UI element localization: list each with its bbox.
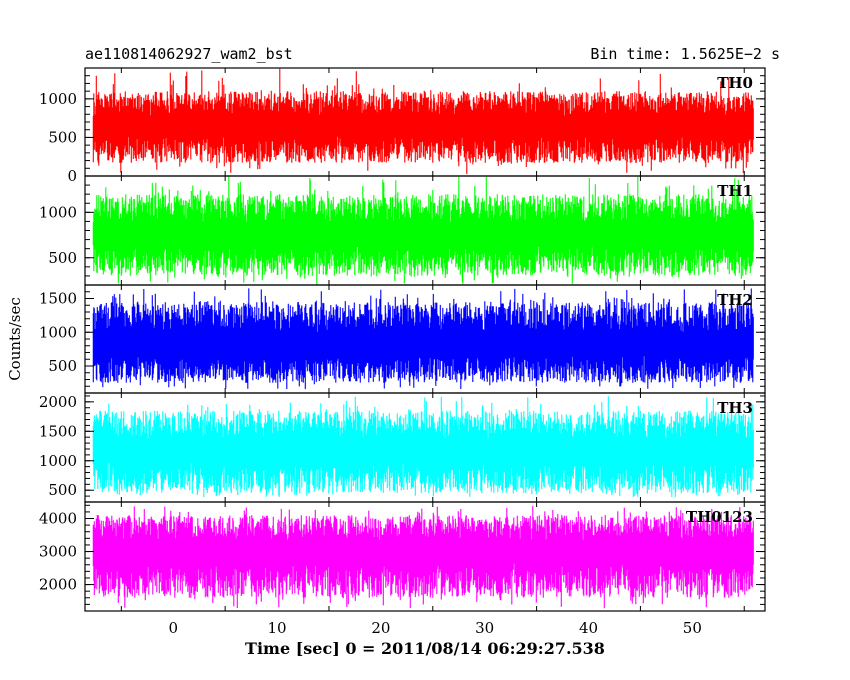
y-tick-label: 1500 <box>39 290 77 308</box>
series-th3-line <box>92 396 754 498</box>
panel-frame-th0123 <box>84 501 766 612</box>
panel-label-th0: TH0 <box>717 74 753 92</box>
series-th0-line <box>92 68 754 175</box>
panel-label-th3: TH3 <box>717 399 753 417</box>
y-tick-label: 2000 <box>39 576 77 594</box>
series-th1-group <box>92 176 754 285</box>
y-tick-label: 4000 <box>39 510 77 528</box>
series-th0-group <box>92 68 754 175</box>
y-tick-label: 500 <box>48 481 77 499</box>
series-th0123-group <box>92 505 754 609</box>
series-th3-group <box>92 396 754 498</box>
x-tick-label: 40 <box>579 619 598 637</box>
y-tick-label: 3000 <box>39 543 77 561</box>
series-th2-line <box>92 288 754 390</box>
x-tick-label: 0 <box>168 619 178 637</box>
y-tick-label: 1000 <box>39 203 77 221</box>
y-tick-label: 2000 <box>39 393 77 411</box>
y-tick-label: 1500 <box>39 422 77 440</box>
series-th2-group <box>92 288 754 390</box>
x-tick-label: 20 <box>371 619 390 637</box>
panel-label-th1: TH1 <box>717 182 753 200</box>
y-tick-label: 500 <box>48 249 77 267</box>
x-tick-label: 30 <box>475 619 494 637</box>
panel-label-th2: TH2 <box>717 291 753 309</box>
series-th1-line <box>92 176 754 285</box>
y-tick-label: 0 <box>67 167 77 185</box>
series-th0123-line <box>92 505 754 609</box>
y-tick-label: 1000 <box>39 323 77 341</box>
y-tick-label: 500 <box>48 128 77 146</box>
panel-label-th0123: TH0123 <box>686 508 753 526</box>
y-tick-label: 1000 <box>39 90 77 108</box>
x-axis-label: Time [sec] 0 = 2011/08/14 06:29:27.538 <box>245 639 605 658</box>
bin-time-label: Bin time: 1.5625E−2 s <box>590 45 780 63</box>
y-tick-label: 1000 <box>39 452 77 470</box>
chart-title: ae110814062927_wam2_bst <box>85 45 293 63</box>
x-tick-label: 50 <box>683 619 702 637</box>
x-tick-label: 10 <box>268 619 287 637</box>
y-tick-label: 500 <box>48 357 77 375</box>
